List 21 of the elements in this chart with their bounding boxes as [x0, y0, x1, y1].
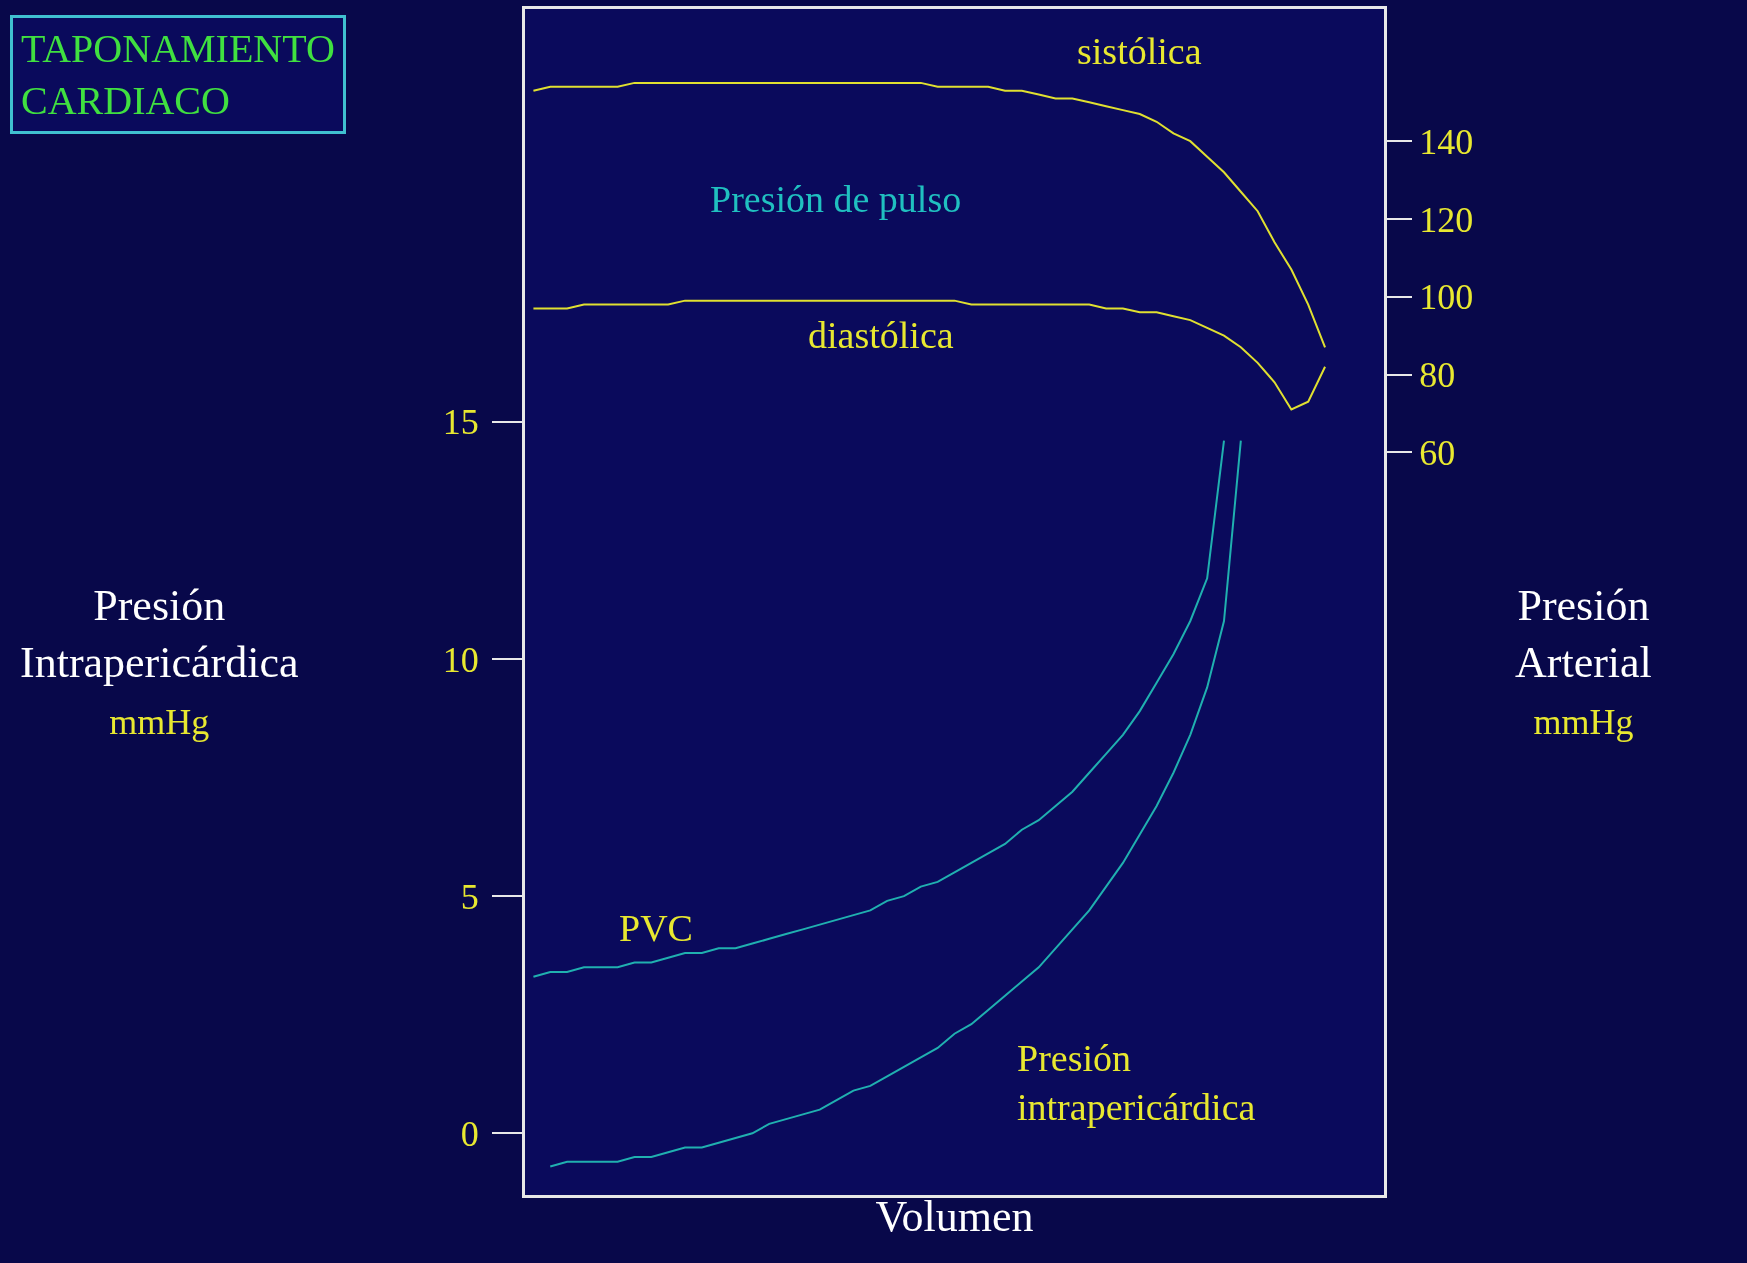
y2-tick-label: 60 — [1419, 432, 1456, 473]
text: TAPONAMIENTO CARDIACO — [21, 26, 335, 123]
annotation: diastólica — [808, 314, 954, 356]
annotation: sistólica — [1077, 30, 1202, 72]
y2-tick-label: 120 — [1419, 199, 1474, 240]
y-axis-title: Presión Intrapericárdica mmHg — [20, 581, 299, 743]
y2-axis-title: Presión Arterial mmHg — [1515, 581, 1652, 743]
line-series — [532, 439, 1225, 978]
x-axis-title: Volumen — [875, 1192, 1034, 1242]
y-tick-label: 10 — [442, 639, 479, 680]
y-tick-label: 15 — [442, 402, 479, 443]
y2-tick-label: 140 — [1419, 121, 1474, 162]
y2-tick-label: 100 — [1419, 277, 1474, 318]
y-tick-label: 5 — [460, 876, 479, 917]
y-tick-label: 0 — [460, 1113, 479, 1154]
annotation: Presión intrapericárdica — [1017, 1037, 1256, 1129]
y2-tick-label: 80 — [1419, 355, 1456, 396]
line-series — [532, 299, 1327, 411]
annotation: Presión de pulso — [710, 178, 962, 220]
line-series — [532, 81, 1327, 349]
annotation: PVC — [619, 907, 693, 949]
